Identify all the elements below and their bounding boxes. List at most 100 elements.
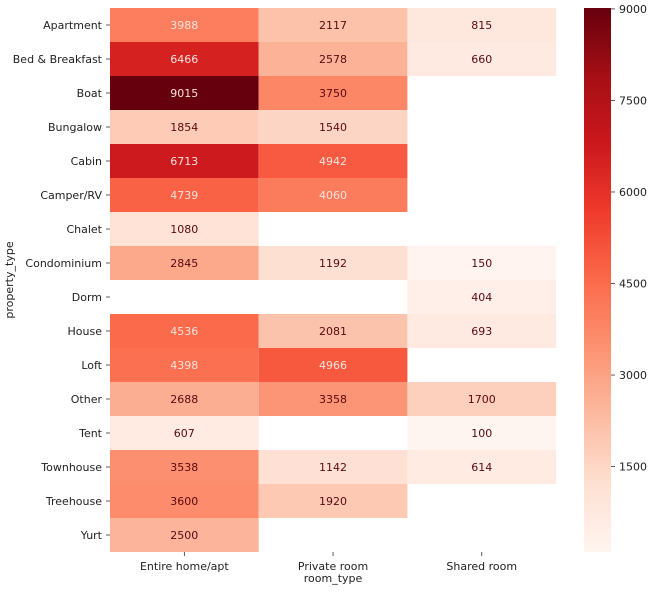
- heatmap-cell: [258, 76, 408, 110]
- cell-value-label: 3988: [170, 19, 198, 32]
- heatmap-cell: [258, 110, 408, 144]
- cell-value-label: 614: [471, 461, 492, 474]
- cell-value-label: 404: [471, 291, 492, 304]
- heatmap-cell: [110, 518, 259, 552]
- y-tick-label: Boat: [77, 87, 103, 100]
- y-tick-label: Townhouse: [40, 461, 102, 474]
- cell-value-label: 4536: [170, 325, 198, 338]
- x-tick-label: Private room: [298, 560, 368, 573]
- heatmap-cell: [110, 246, 259, 280]
- y-tick-label: Bungalow: [48, 121, 102, 134]
- colorbar-tick-label: 7500: [619, 94, 647, 107]
- cell-value-label: 1192: [319, 257, 347, 270]
- cell-value-label: 3750: [319, 87, 347, 100]
- cell-value-label: 150: [471, 257, 492, 270]
- heatmap-cell: [110, 42, 259, 76]
- heatmap-cell: [407, 8, 557, 42]
- cell-value-label: 4966: [319, 359, 347, 372]
- cell-value-label: 1080: [170, 223, 198, 236]
- heatmap-cell: [110, 212, 259, 246]
- cell-value-label: 4398: [170, 359, 198, 372]
- y-tick-label: Bed & Breakfast: [13, 53, 103, 66]
- x-axis-label: room_type: [304, 572, 363, 585]
- cell-value-label: 100: [471, 427, 492, 440]
- y-tick-label: Loft: [81, 359, 102, 372]
- y-tick-label: Tent: [78, 427, 103, 440]
- heatmap-cell: [258, 450, 408, 484]
- heatmap-cells: 3988 2117 815 6466 2578 660 9015 3750 1854 1540 67…: [110, 8, 557, 552]
- heatmap-cell: [258, 314, 408, 348]
- x-tick-labels: Entire home/apt Private room Shared room: [140, 552, 517, 573]
- heatmap-cell: [110, 382, 259, 416]
- heatmap-cell: [407, 246, 557, 280]
- colorbar-tick-label: 1500: [619, 461, 647, 474]
- colorbar-tick-label: 9000: [619, 3, 647, 16]
- colorbar-tick-label: 4500: [619, 278, 647, 291]
- heatmap-cell: [110, 8, 259, 42]
- heatmap-cell: [407, 314, 557, 348]
- cell-value-label: 9015: [170, 87, 198, 100]
- cell-value-label: 815: [471, 19, 492, 32]
- y-tick-label: Other: [71, 393, 103, 406]
- y-tick-label: Chalet: [66, 223, 102, 236]
- heatmap-cell: [258, 382, 408, 416]
- heatmap-cell: [110, 178, 259, 212]
- colorbar-tick-label: 3000: [619, 369, 647, 382]
- cell-value-label: 1700: [468, 393, 496, 406]
- cell-value-label: 607: [174, 427, 195, 440]
- heatmap-cell: [258, 8, 408, 42]
- colorbar-ticks: 1500 3000 4500 6000 7500 9000: [611, 3, 647, 474]
- heatmap-cell: [407, 450, 557, 484]
- y-tick-label: Cabin: [71, 155, 102, 168]
- heatmap-cell: [258, 246, 408, 280]
- y-tick-label: Apartment: [43, 19, 103, 32]
- heatmap-cell: [258, 484, 408, 518]
- y-tick-label: Yurt: [80, 529, 103, 542]
- heatmap-cell: [110, 416, 259, 450]
- cell-value-label: 1854: [170, 121, 198, 134]
- cell-value-label: 3538: [170, 461, 198, 474]
- colorbar-tick-label: 6000: [619, 186, 647, 199]
- heatmap-cell: [407, 382, 557, 416]
- y-tick-labels: Apartment Bed & Breakfast Boat Bungalow Cabi…: [13, 19, 110, 542]
- cell-value-label: 4060: [319, 189, 347, 202]
- y-tick-label: Treehouse: [45, 495, 102, 508]
- heatmap-cell: [407, 416, 557, 450]
- heatmap-cell: [258, 178, 408, 212]
- x-tick-label: Shared room: [446, 560, 517, 573]
- y-tick-label: Condominium: [25, 257, 102, 270]
- y-axis-label: property_type: [3, 241, 16, 318]
- cell-value-label: 2081: [319, 325, 347, 338]
- y-tick-label: Dorm: [72, 291, 102, 304]
- heatmap-cell: [110, 314, 259, 348]
- cell-value-label: 3600: [170, 495, 198, 508]
- heatmap-cell: [110, 450, 259, 484]
- cell-value-label: 4942: [319, 155, 347, 168]
- heatmap-cell: [258, 144, 408, 178]
- heatmap-cell: [258, 42, 408, 76]
- cell-value-label: 2117: [319, 19, 347, 32]
- y-tick-label: House: [68, 325, 103, 338]
- colorbar: [584, 8, 611, 552]
- cell-value-label: 1540: [319, 121, 347, 134]
- cell-value-label: 693: [471, 325, 492, 338]
- heatmap-cell: [110, 76, 259, 110]
- cell-value-label: 660: [471, 53, 492, 66]
- heatmap-cell: [110, 110, 259, 144]
- cell-value-label: 2845: [170, 257, 198, 270]
- heatmap-cell: [110, 144, 259, 178]
- cell-value-label: 4739: [170, 189, 198, 202]
- heatmap-cell: [110, 348, 259, 382]
- cell-value-label: 3358: [319, 393, 347, 406]
- cell-value-label: 2500: [170, 529, 198, 542]
- heatmap-cell: [110, 484, 259, 518]
- heatmap-cell: [407, 280, 557, 314]
- heatmap-cell: [258, 348, 408, 382]
- cell-value-label: 1142: [319, 461, 347, 474]
- cell-value-label: 1920: [319, 495, 347, 508]
- cell-value-label: 6713: [170, 155, 198, 168]
- cell-value-label: 2578: [319, 53, 347, 66]
- y-tick-label: Camper/RV: [40, 189, 102, 202]
- heatmap-cell: [407, 42, 557, 76]
